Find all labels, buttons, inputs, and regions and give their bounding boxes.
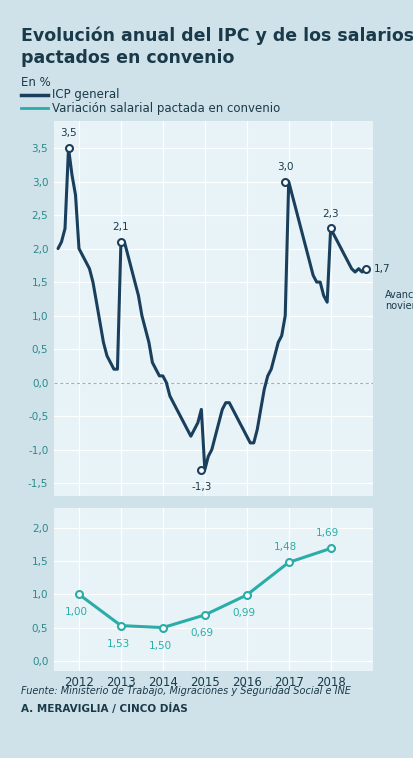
- Text: En %: En %: [21, 76, 50, 89]
- Text: 1,69: 1,69: [316, 528, 339, 538]
- Text: Avance
noviembre: Avance noviembre: [384, 290, 413, 311]
- Text: pactados en convenio: pactados en convenio: [21, 49, 233, 67]
- Text: 3,5: 3,5: [60, 128, 77, 139]
- Text: 2,3: 2,3: [322, 208, 338, 219]
- Text: 1,53: 1,53: [106, 639, 129, 649]
- Text: Evolución anual del IPC y de los salarios: Evolución anual del IPC y de los salario…: [21, 27, 413, 45]
- Text: 0,69: 0,69: [190, 628, 213, 638]
- Text: 1,7: 1,7: [373, 264, 389, 274]
- Text: A. MERAVIGLIA / CINCO DÍAS: A. MERAVIGLIA / CINCO DÍAS: [21, 703, 187, 715]
- Text: 1,50: 1,50: [148, 641, 171, 650]
- Text: 2,1: 2,1: [112, 222, 129, 232]
- Text: 3,0: 3,0: [276, 162, 293, 172]
- Text: Variación salarial pactada en convenio: Variación salarial pactada en convenio: [52, 102, 279, 115]
- Text: 0,99: 0,99: [232, 608, 255, 618]
- Text: -1,3: -1,3: [191, 482, 211, 492]
- Text: 1,48: 1,48: [274, 542, 297, 552]
- Text: ICP general: ICP general: [52, 88, 119, 102]
- Text: 1,00: 1,00: [64, 607, 88, 617]
- Text: Fuente: Ministerio de Trabajo, Migraciones y Seguridad Social e INE: Fuente: Ministerio de Trabajo, Migracion…: [21, 686, 350, 696]
